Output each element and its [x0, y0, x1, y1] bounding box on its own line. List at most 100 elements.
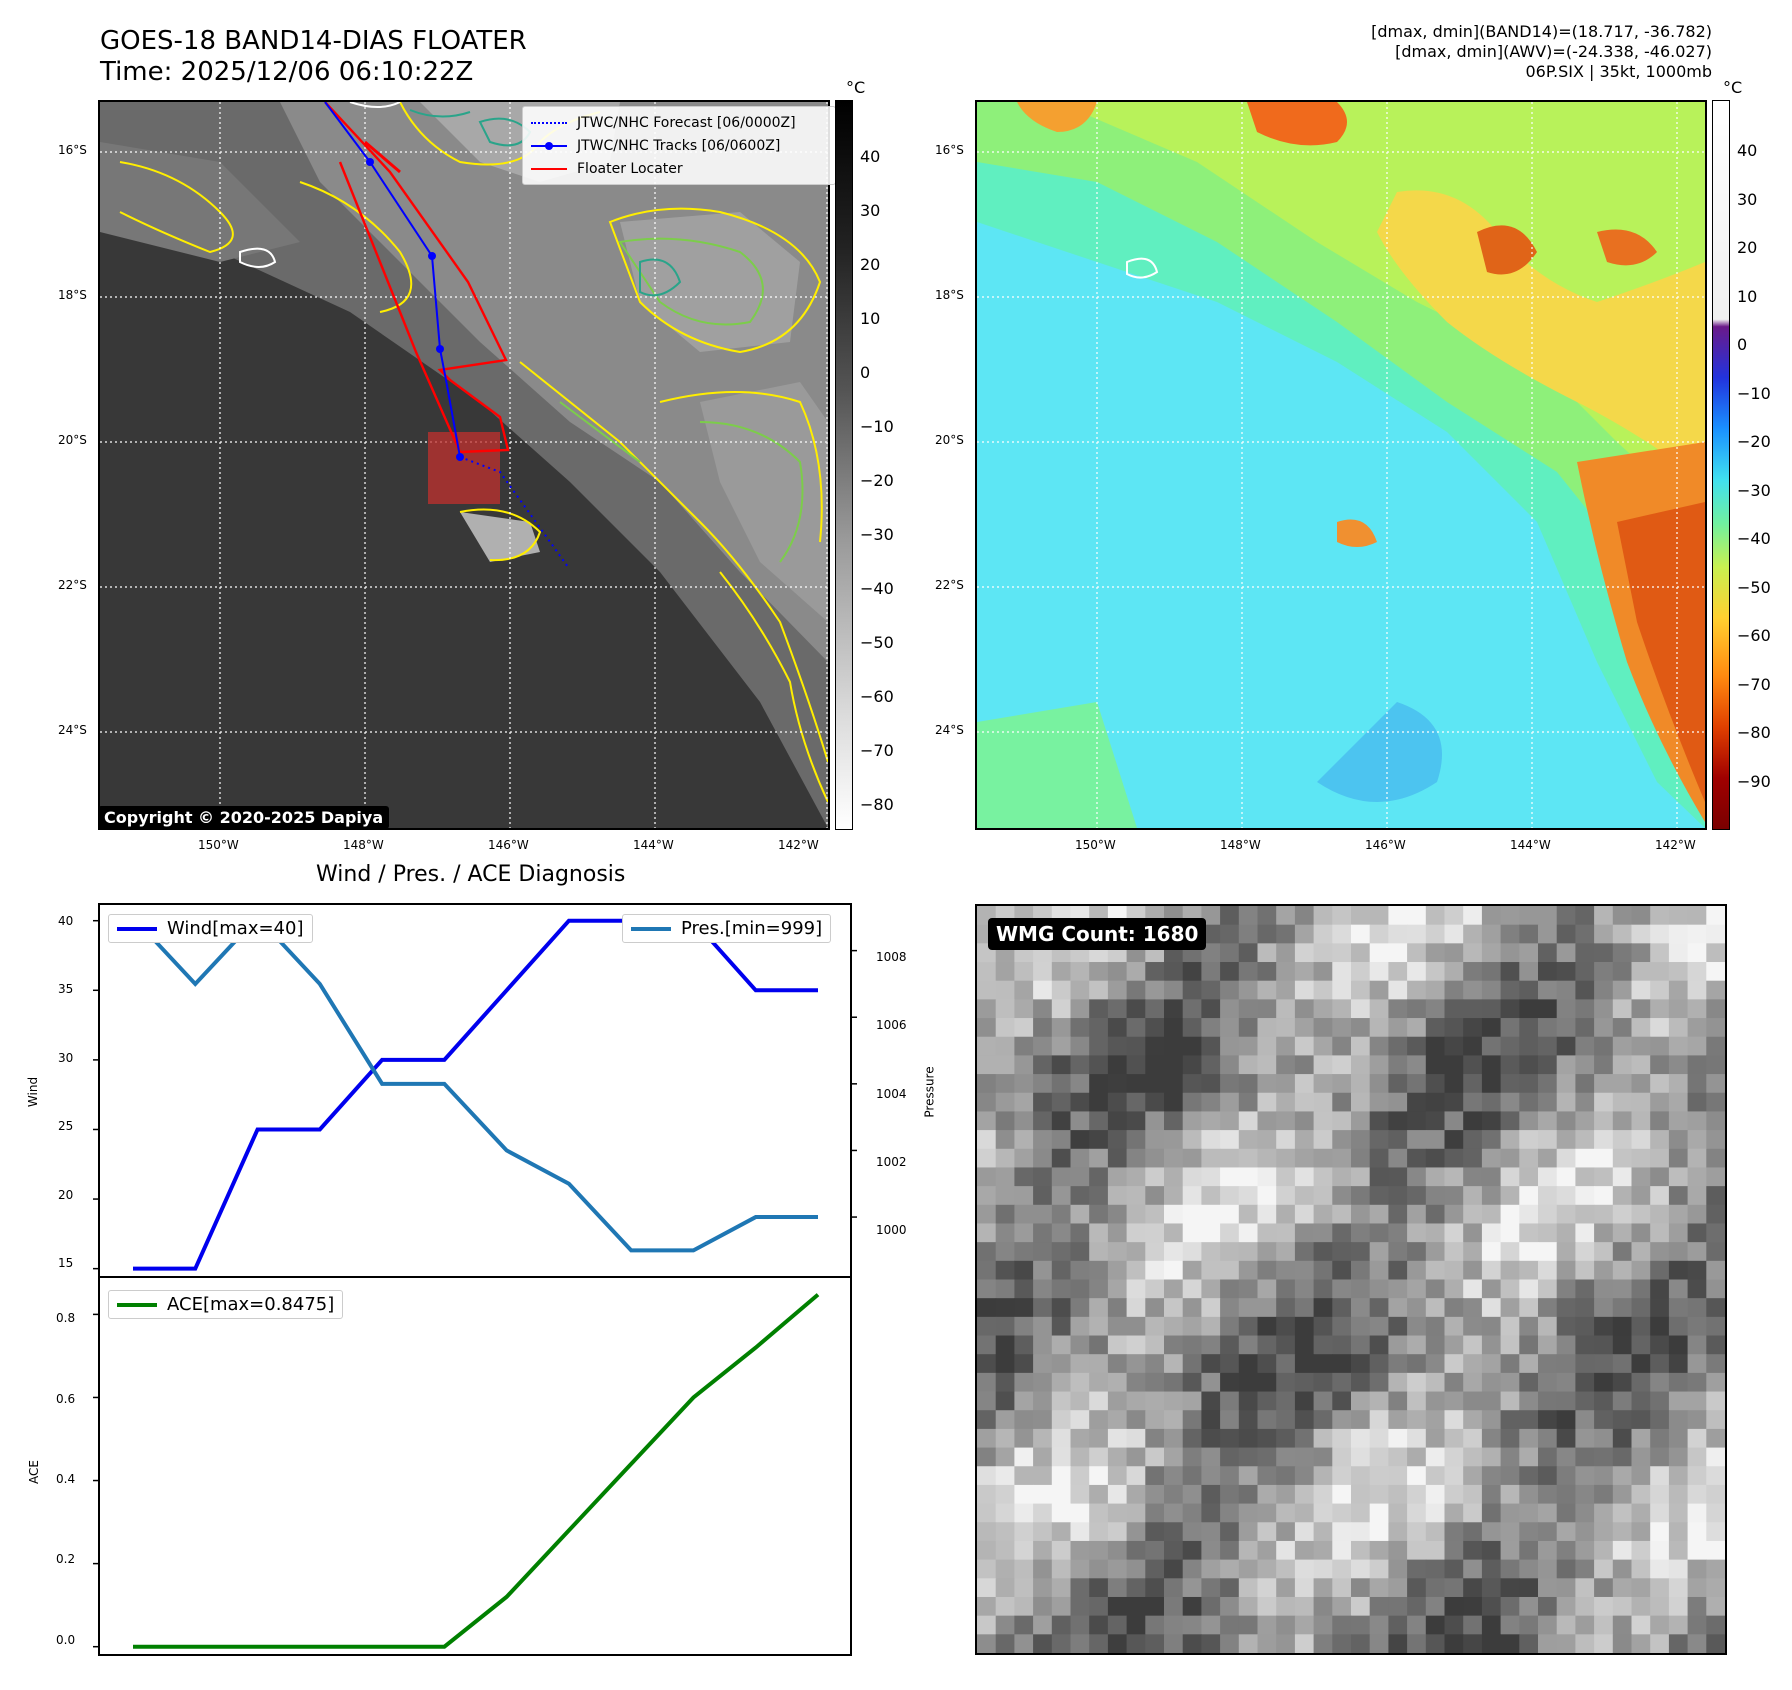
info-block: [dmax, dmin](BAND14)=(18.717, -36.782) […	[1371, 22, 1712, 82]
wind-tick-4: 20	[58, 1188, 74, 1202]
ace-tick-0: 0.8	[56, 1311, 76, 1325]
left-lat-tick-4: 24°S	[58, 723, 87, 737]
ace-tick-3: 0.2	[56, 1552, 76, 1566]
left-lon-tick-4: 142°W	[778, 838, 819, 852]
left-cb-tick-6: −20	[860, 471, 894, 490]
ace-tick-1: 0.6	[56, 1392, 76, 1406]
right-lon-tick-3: 144°W	[1510, 838, 1551, 852]
jtwc-track-line	[324, 102, 461, 458]
right-cb-tick-8: −40	[1737, 529, 1771, 548]
wind-tick-5: 15	[58, 1256, 74, 1270]
pressure-series-line	[131, 914, 818, 1253]
left-lat-tick-1: 18°S	[58, 288, 87, 302]
left-cb-tick-10: −60	[860, 687, 894, 706]
diagnosis-title: Wind / Pres. / ACE Diagnosis	[316, 862, 626, 887]
right-lat-tick-2: 20°S	[935, 433, 964, 447]
awv-map-svg	[977, 102, 1705, 828]
copyright-badge: Copyright © 2020-2025 Dapiya	[98, 806, 390, 829]
wmg-panel	[975, 904, 1727, 1655]
right-lat-tick-0: 16°S	[935, 143, 964, 157]
pressure-legend-label: Pres.[min=999]	[681, 918, 823, 939]
pres-tick-1: 1006	[876, 1018, 907, 1032]
right-cb-tick-2: 20	[1737, 238, 1758, 257]
ace-legend-swatch	[117, 1302, 157, 1307]
info-line-3: 06P.SIX | 35kt, 1000mb	[1525, 62, 1712, 81]
legend-floater-swatch	[531, 167, 567, 170]
left-cb-tick-9: −50	[860, 633, 894, 652]
legend-forecast-swatch	[531, 121, 567, 124]
right-colorbar-unit: °C	[1723, 78, 1743, 97]
pressure-legend: Pres.[min=999]	[622, 914, 832, 943]
pres-tick-3: 1002	[876, 1155, 907, 1169]
figure-title: GOES-18 BAND14-DIAS FLOATER Time: 2025/1…	[100, 26, 527, 87]
legend-tracks: JTWC/NHC Tracks [06/0600Z]	[531, 134, 827, 157]
wind-tick-3: 25	[58, 1119, 74, 1133]
right-lon-tick-2: 146°W	[1365, 838, 1406, 852]
legend-forecast: JTWC/NHC Forecast [06/0000Z]	[531, 111, 827, 134]
left-cb-tick-8: −40	[860, 579, 894, 598]
right-lon-tick-4: 142°W	[1655, 838, 1696, 852]
left-lat-tick-0: 16°S	[58, 143, 87, 157]
right-lat-tick-3: 22°S	[935, 578, 964, 592]
band14-map	[98, 100, 830, 830]
right-lat-tick-1: 18°S	[935, 288, 964, 302]
left-cb-tick-5: −10	[860, 417, 894, 436]
left-lon-tick-1: 148°W	[343, 838, 384, 852]
right-cb-tick-7: −30	[1737, 481, 1771, 500]
legend-floater-label: Floater Locater	[577, 160, 683, 177]
ace-ylabel: ACE	[26, 1460, 41, 1484]
wind-legend: Wind[max=40]	[108, 914, 313, 943]
left-cb-tick-7: −30	[860, 525, 894, 544]
right-cb-tick-1: 30	[1737, 190, 1758, 209]
left-cb-tick-0: 40	[860, 147, 881, 166]
pres-tick-0: 1008	[876, 950, 907, 964]
right-lon-tick-1: 148°W	[1220, 838, 1261, 852]
awv-map	[975, 100, 1707, 830]
left-lat-tick-3: 22°S	[58, 578, 87, 592]
jtwc-forecast-line	[459, 456, 569, 568]
right-cb-tick-6: −20	[1737, 432, 1771, 451]
floater-locater-line	[324, 102, 510, 454]
left-lat-tick-2: 20°S	[58, 433, 87, 447]
left-cb-tick-1: 30	[860, 201, 881, 220]
left-cb-tick-2: 20	[860, 255, 881, 274]
info-line-1: [dmax, dmin](BAND14)=(18.717, -36.782)	[1371, 22, 1712, 41]
ace-frame	[98, 1276, 852, 1656]
left-lon-tick-3: 144°W	[633, 838, 674, 852]
left-cb-tick-3: 10	[860, 309, 881, 328]
info-line-2: [dmax, dmin](AWV)=(-24.338, -46.027)	[1395, 42, 1712, 61]
right-cb-tick-11: −70	[1737, 675, 1771, 694]
right-lat-tick-4: 24°S	[935, 723, 964, 737]
ace-legend-label: ACE[max=0.8475]	[167, 1294, 335, 1315]
pressure-legend-swatch	[631, 926, 671, 931]
ace-series-line	[133, 1293, 820, 1649]
right-cb-tick-5: −10	[1737, 384, 1771, 403]
wind-ylabel: Wind	[26, 1076, 41, 1108]
pres-tick-2: 1004	[876, 1087, 907, 1101]
legend-floater: Floater Locater	[531, 157, 827, 180]
wind-series-line	[133, 918, 818, 1271]
pres-tick-4: 1000	[876, 1223, 907, 1237]
wind-legend-swatch	[117, 926, 157, 931]
legend-tracks-swatch	[531, 141, 567, 150]
right-cb-tick-3: 10	[1737, 287, 1758, 306]
left-lon-tick-2: 146°W	[488, 838, 529, 852]
wind-tick-0: 40	[58, 914, 74, 928]
wind-legend-label: Wind[max=40]	[167, 918, 304, 939]
right-cb-tick-13: −90	[1737, 772, 1771, 791]
right-lon-tick-0: 150°W	[1075, 838, 1116, 852]
left-cb-tick-4: 0	[860, 363, 871, 382]
ace-tick-4: 0.0	[56, 1633, 76, 1647]
ace-tick-2: 0.4	[56, 1472, 76, 1486]
right-cb-tick-10: −60	[1737, 626, 1771, 645]
left-cb-tick-11: −70	[860, 741, 894, 760]
left-lon-tick-0: 150°W	[198, 838, 239, 852]
left-colorbar	[835, 100, 853, 830]
wind-pressure-frame	[98, 903, 852, 1278]
ace-legend: ACE[max=0.8475]	[108, 1290, 344, 1319]
right-cb-tick-9: −50	[1737, 578, 1771, 597]
left-cb-tick-12: −80	[860, 795, 894, 814]
right-cb-tick-12: −80	[1737, 723, 1771, 742]
left-colorbar-unit: °C	[846, 78, 866, 97]
pressure-ylabel: Pressure	[922, 1066, 937, 1118]
